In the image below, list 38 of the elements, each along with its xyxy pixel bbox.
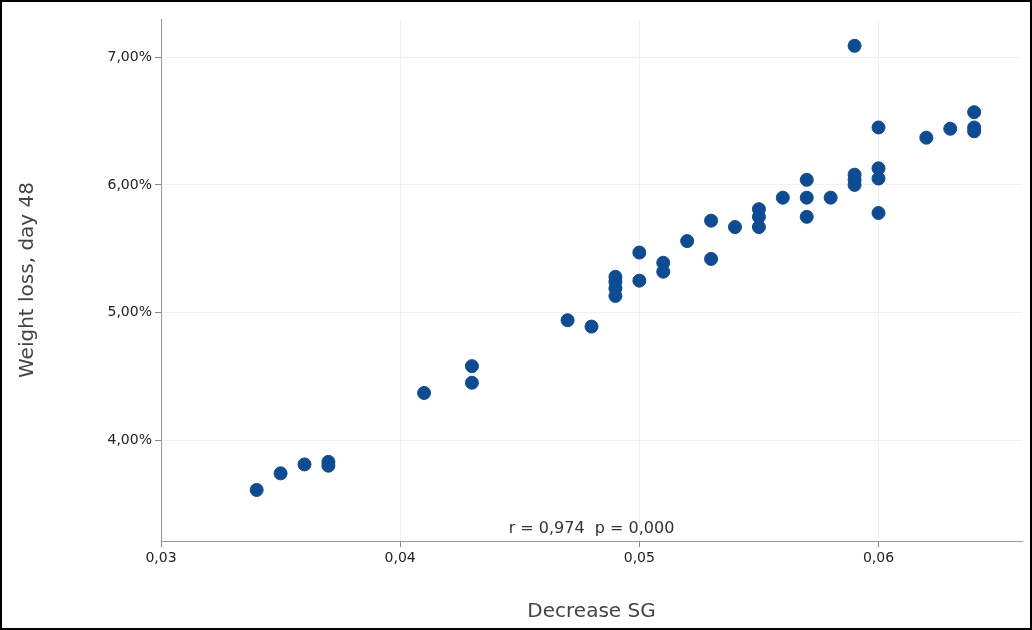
point — [249, 482, 264, 497]
point — [417, 385, 432, 400]
point — [584, 319, 599, 334]
point — [273, 466, 288, 481]
point — [728, 220, 742, 235]
point — [680, 234, 695, 249]
y-tick-label: 5,00% — [107, 303, 152, 320]
point — [751, 220, 766, 235]
point — [297, 457, 312, 472]
point — [799, 190, 814, 205]
point — [823, 190, 838, 205]
point — [799, 209, 814, 224]
point — [464, 375, 479, 390]
x-tick-label: 0,06 — [862, 549, 895, 566]
annotation: r = 0,974 p = 0,000 — [508, 518, 675, 538]
x-tick-label: 0,04 — [384, 549, 416, 566]
point — [943, 121, 958, 136]
point — [704, 213, 719, 228]
point — [871, 171, 886, 186]
x-tick-label: 0,05 — [623, 549, 655, 566]
point — [632, 245, 647, 260]
point — [871, 206, 886, 220]
point — [560, 313, 575, 328]
point — [967, 105, 982, 120]
y-tick-label: 4,00% — [107, 430, 152, 447]
y-tick-label: 7,00% — [107, 47, 152, 64]
point — [464, 359, 479, 374]
point — [919, 130, 934, 145]
y-tick-label: 6,00% — [107, 175, 152, 192]
point — [799, 172, 814, 187]
point — [847, 38, 862, 53]
y-axis-title: Weight loss, day 48 — [14, 182, 39, 378]
point — [704, 251, 719, 266]
point — [871, 120, 886, 135]
x-tick-label: 0,03 — [145, 549, 177, 566]
point — [632, 273, 647, 288]
x-axis-title: Decrease SG — [527, 598, 656, 623]
point — [775, 190, 790, 205]
